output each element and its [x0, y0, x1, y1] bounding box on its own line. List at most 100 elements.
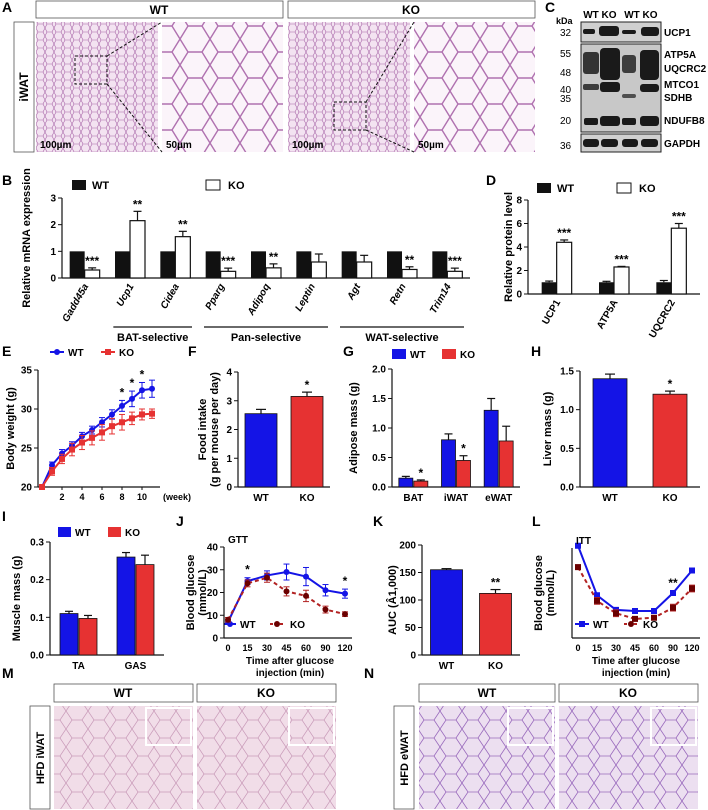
x-tick-label: WT — [253, 493, 269, 504]
mw-marker: 48 — [560, 68, 572, 79]
bar-ko — [129, 220, 146, 279]
y-axis-label: Relative protein level — [503, 192, 515, 302]
x-tick-label: 8 — [119, 492, 124, 502]
significance-label: *** — [557, 226, 571, 240]
bar-ko — [135, 564, 155, 656]
ko-header-box — [196, 683, 337, 703]
point-wt — [670, 590, 676, 596]
bar-ko — [84, 269, 101, 279]
legend-marker-ko — [628, 621, 634, 627]
panel-letter: E — [2, 343, 11, 359]
bar-wt — [115, 251, 130, 278]
panel-l: L WT KO Blood glucose (mmol/L) ** ITT 0 15 30 4… — [532, 513, 700, 679]
x-tick-label: 15 — [242, 643, 252, 653]
point-wt — [322, 587, 329, 594]
x-tick-label: WT — [439, 661, 455, 672]
legend-swatch-ko — [205, 179, 221, 191]
point-ko — [49, 468, 55, 475]
x-tick-label: Leptin — [293, 282, 318, 313]
y-tick-label: 1 — [226, 454, 232, 465]
y-tick-label: 0.2 — [30, 575, 44, 586]
legend-swatch-wt — [537, 183, 551, 193]
bar-wt — [592, 378, 628, 488]
x-tick-label: 60 — [649, 643, 659, 653]
panel-letter: B — [2, 172, 12, 188]
significance-label: ** — [269, 250, 279, 264]
tissue-label-box — [13, 21, 35, 153]
y-tick-label: 0.1 — [30, 613, 44, 624]
point-ko — [119, 419, 125, 426]
bar-wt — [69, 251, 85, 278]
scale-bar-label: 50µm — [166, 140, 192, 151]
inset-box — [288, 707, 335, 746]
legend-label: WT — [557, 183, 574, 195]
bar-wt — [244, 413, 278, 488]
point-ko — [670, 604, 676, 611]
bar-ko — [290, 396, 324, 488]
point-wt — [594, 592, 600, 599]
x-axis-label: (week) — [163, 492, 191, 502]
y-tick-label: 1 — [50, 247, 56, 258]
group-label: Pan-selective — [231, 332, 301, 344]
point-wt — [129, 395, 135, 402]
significance-label: * — [245, 563, 250, 577]
bar-wt — [341, 251, 357, 278]
blot-gapdh — [580, 133, 662, 153]
panel-f: F 0 1 2 3 4 Food intake (g per mouse per day) W… — [188, 343, 330, 504]
bar-ko — [413, 480, 429, 488]
y-tick-label: 2 — [50, 220, 56, 231]
y-tick-label: 30 — [21, 405, 33, 416]
legend-label: KO — [639, 183, 656, 195]
point-wt — [283, 569, 290, 576]
y-tick-label: 0.3 — [30, 538, 44, 549]
zoom-box — [333, 101, 367, 131]
y-axis-label: (mmol/L) — [545, 569, 557, 616]
y-tick-label: 25 — [21, 444, 33, 455]
tissue-label-box — [29, 705, 51, 810]
point-ko — [89, 434, 95, 441]
zoom-line — [106, 83, 163, 153]
chart-j: 0 10 20 30 40 Blood glucose (mmol/L) * * GTT 0 15 30… — [185, 535, 353, 679]
ko-header: KO — [619, 686, 637, 700]
y-tick-label: 6 — [516, 219, 522, 230]
y-axis-label: Body weight (g) — [5, 387, 17, 470]
panel-k: K 0 50 100 150 200 AUC (Â1,000) WT ** KO — [373, 513, 520, 672]
point-ko — [303, 592, 309, 599]
panel-m: M WT KO HFD iWAT — [2, 665, 337, 810]
scale-bar-label: 50µm — [418, 140, 444, 151]
y-tick-label: 50 — [405, 623, 417, 634]
y-tick-label: 0 — [226, 483, 232, 494]
significance-label: ** — [178, 217, 188, 231]
y-tick-label: 20 — [207, 588, 219, 599]
y-tick-label: 0 — [516, 290, 522, 301]
bar-wt — [656, 282, 672, 294]
tissue-label: iWAT — [17, 72, 31, 102]
band-label: GAPDH — [664, 139, 700, 150]
point-wt — [342, 590, 348, 597]
chart-title: ITT — [576, 536, 591, 547]
significance-label: *** — [448, 254, 462, 268]
point-wt — [99, 419, 105, 426]
legend-label: KO — [460, 350, 475, 361]
panel-letter: F — [188, 343, 197, 359]
bar-ko — [456, 460, 471, 488]
panel-letter: H — [531, 343, 541, 359]
line-wt — [41, 387, 153, 488]
significance-label: * — [461, 442, 466, 456]
zoom-line — [106, 21, 163, 57]
x-axis-label: injection (min) — [256, 668, 324, 679]
panel-h: H 0.0 0.5 1.0 1.5 Liver mass (g) WT * KO — [531, 343, 700, 504]
x-tick-label: iWAT — [444, 493, 468, 504]
x-tick-label: 30 — [262, 643, 272, 653]
ko-header-box — [558, 683, 699, 703]
legend-label: WT — [75, 528, 91, 539]
histology-ko — [559, 706, 698, 809]
mw-marker: 36 — [560, 141, 572, 152]
y-tick-label: 30 — [207, 565, 219, 576]
x-tick-label: 6 — [99, 492, 104, 502]
panel-letter: C — [545, 0, 555, 15]
bar-wt — [599, 282, 614, 294]
x-tick-label: TA — [72, 661, 85, 672]
bar-wt — [387, 251, 402, 278]
